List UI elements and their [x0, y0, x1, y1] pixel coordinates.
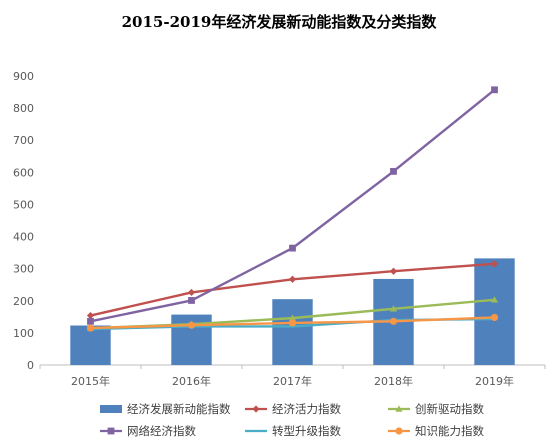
data-point [288, 314, 297, 321]
y-tick-label: 900 [13, 70, 34, 83]
legend-marker [395, 405, 403, 412]
bar-mark [474, 258, 515, 365]
y-tick-label: 100 [13, 327, 34, 340]
y-tick-label: 600 [13, 166, 34, 179]
data-point [389, 267, 398, 275]
data-point [490, 296, 499, 303]
legend-marker [107, 427, 115, 435]
x-tick-label: 2015年 [71, 374, 110, 388]
data-point [187, 288, 196, 297]
legend-label: 网络经济指数 [127, 424, 196, 438]
plot-area: 0 100 200 300 400 500 600 700 800 900 2015年 2016年 20… [13, 70, 546, 388]
legend-label: 知识能力指数 [415, 424, 484, 438]
data-point [288, 319, 297, 327]
data-point [390, 167, 397, 175]
data-point [86, 324, 95, 332]
legend-marker [395, 427, 403, 435]
legend-swatch [100, 405, 122, 413]
y-tick-label: 500 [13, 198, 34, 211]
legend-marker [252, 405, 260, 413]
y-tick-label: 0 [27, 359, 34, 372]
legend-label: 转型升级指数 [272, 424, 341, 438]
x-tick-label: 2019年 [475, 374, 514, 388]
y-tick-label: 800 [13, 102, 34, 115]
data-point [389, 305, 398, 312]
data-point [491, 86, 498, 94]
data-point [87, 317, 94, 325]
y-tick-label: 700 [13, 134, 34, 147]
series-line [90, 88, 496, 323]
x-tick-label: 2018年 [374, 374, 413, 388]
chart-title: 2015-2019年经济发展新动能指数及分类指数 [122, 13, 438, 31]
legend-label: 创新驱动指数 [415, 402, 484, 416]
legend-label: 经济发展新动能指数 [127, 402, 231, 416]
y-tick-label: 300 [13, 263, 34, 276]
legend-label: 经济活力指数 [272, 402, 341, 416]
data-point [490, 260, 499, 268]
data-point [86, 311, 95, 320]
data-point [188, 297, 195, 304]
bar-mark [272, 299, 313, 365]
data-point [187, 321, 196, 329]
y-tick-label: 400 [13, 231, 34, 244]
data-point [288, 275, 297, 283]
x-tick-label: 2016年 [172, 374, 211, 388]
data-point [289, 244, 296, 252]
data-point [490, 313, 499, 322]
data-point [389, 317, 398, 325]
bar-mark [70, 325, 111, 365]
x-tick-label: 2017年 [273, 374, 312, 388]
y-tick-label: 200 [13, 295, 34, 308]
